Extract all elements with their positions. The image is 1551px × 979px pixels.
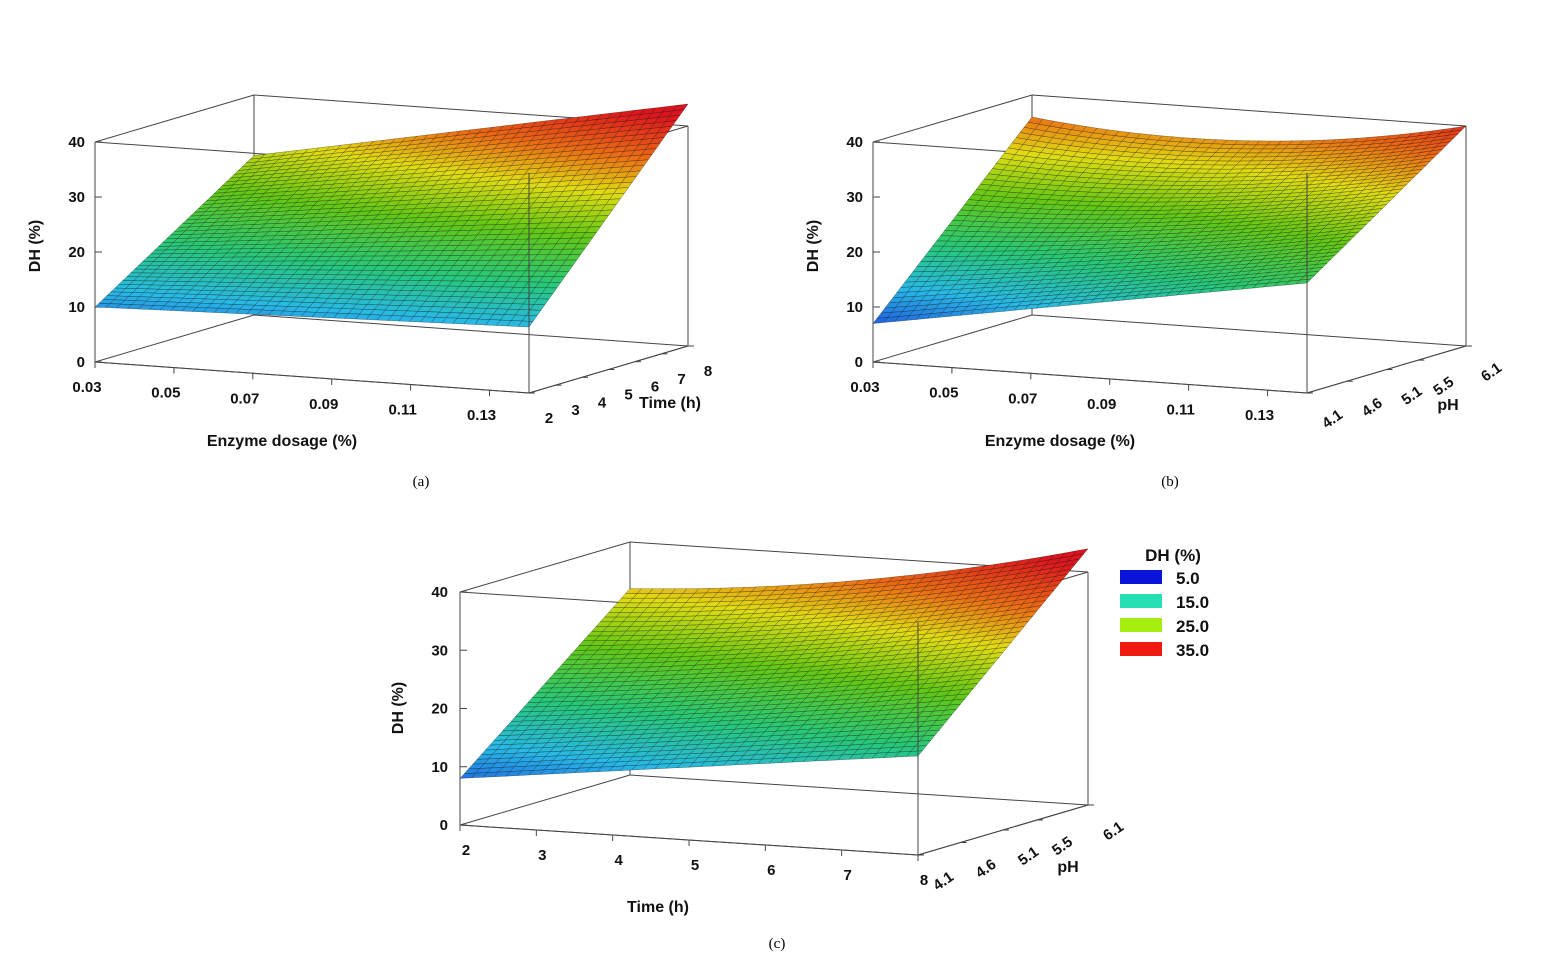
z-tick-label: 0 (855, 354, 863, 371)
y-axis-label: pH (1057, 859, 1078, 876)
axis-frame-edge (94, 94, 255, 143)
z-tick-label: 30 (68, 189, 85, 206)
z-tick-label: 20 (846, 244, 863, 261)
z-tick-label: 40 (846, 134, 863, 151)
y-tick-label: 6.1 (1100, 818, 1127, 844)
x-axis-label: Enzyme dosage (%) (207, 433, 357, 450)
z-tick-label: 40 (431, 584, 448, 601)
y-tick-label: 4.6 (973, 856, 1000, 882)
z-tick-label: 10 (431, 759, 448, 776)
y-tick-label: 5.1 (1015, 843, 1042, 869)
axis-frame-edge (459, 774, 631, 826)
x-tick-label: 0.09 (1087, 396, 1116, 413)
axis-frame-front-edge (459, 824, 919, 856)
z-axis-label: DH (%) (805, 220, 822, 272)
z-tick-label: 30 (846, 189, 863, 206)
axis-frame-edge (253, 314, 689, 347)
surface-chart-c: 0 10 20 30 40 DH (%) 2 3 4 5 6 7 8 Time (h) 4.1 4.6 5.1 5… (390, 541, 1127, 916)
x-tick-label: 0.05 (929, 385, 958, 402)
legend-label-5: 5.0 (1176, 569, 1200, 588)
x-tick-label: 5 (691, 857, 699, 874)
x-tick-label: 0.11 (1166, 402, 1194, 419)
color-legend: DH (%) 5.0 15.0 25.0 35.0 (1120, 546, 1209, 660)
axis-frame-edge (629, 774, 1089, 806)
response-surface (872, 116, 1467, 324)
y-axis-label: Time (h) (639, 395, 701, 412)
x-tick-label: 3 (538, 847, 546, 864)
x-axis-label: Enzyme dosage (%) (985, 433, 1135, 450)
axis-frame-front-edge (528, 345, 689, 394)
legend-label-25: 25.0 (1176, 617, 1209, 636)
surface-chart-b: 0 10 20 30 40 DH (%) 0.03 0.05 0.07 0.09 0.11 0.13 E… (805, 94, 1505, 450)
y-tick-label: 7 (677, 371, 685, 388)
axis-frame-front-edge (872, 361, 1308, 394)
y-tick-label: 8 (704, 363, 712, 380)
x-tick-label: 0.07 (230, 390, 259, 407)
caption-c: (c) (769, 936, 786, 952)
y-tick-label: 5.5 (1430, 373, 1457, 399)
x-axis-label: Time (h) (627, 899, 689, 916)
y-tick-label: 4 (598, 394, 607, 411)
legend-swatch-15 (1120, 594, 1162, 608)
y-tick-label: 5.1 (1399, 383, 1426, 409)
y-tick-label: 5.5 (1049, 833, 1076, 859)
x-tick-label: 7 (843, 867, 851, 884)
z-tick-label: 10 (846, 299, 863, 316)
legend-swatch-25 (1120, 618, 1162, 632)
legend-label-35: 35.0 (1176, 641, 1209, 660)
z-tick-label: 0 (77, 354, 85, 371)
z-axis-label: DH (%) (390, 682, 407, 734)
y-tick-label: 2 (545, 410, 553, 427)
y-tick-label: 4.1 (930, 868, 957, 894)
response-surface (459, 548, 1089, 779)
axis-frame-edge (459, 541, 631, 593)
response-surface (94, 103, 689, 328)
surface-chart-a: 0 10 20 30 40 DH (%) 0.03 0.05 0.07 0.09 0.11 0.13 E… (27, 94, 712, 450)
legend-swatch-35 (1120, 642, 1162, 656)
axis-frame-edge (94, 314, 255, 363)
y-tick-label: 3 (571, 402, 579, 419)
legend-swatch-5 (1120, 570, 1162, 584)
z-tick-label: 0 (440, 817, 448, 834)
axis-frame-front-edge (1306, 345, 1467, 394)
y-tick-label: 4.6 (1359, 395, 1386, 421)
x-tick-label: 0.13 (467, 407, 496, 424)
x-tick-label: 6 (767, 862, 775, 879)
z-tick-label: 10 (68, 299, 85, 316)
x-tick-label: 0.13 (1245, 407, 1274, 424)
y-tick-label: 4.1 (1319, 406, 1346, 432)
legend-title: DH (%) (1145, 546, 1201, 565)
axis-frame-edge (872, 314, 1033, 363)
y-tick-label: 5 (624, 387, 632, 404)
y-tick-label: 6.1 (1478, 359, 1505, 385)
x-tick-label: 0.09 (309, 396, 338, 413)
legend-label-15: 15.0 (1176, 593, 1209, 612)
y-axis-label: pH (1437, 397, 1458, 414)
x-tick-label: 0.03 (850, 379, 879, 396)
z-tick-label: 40 (68, 134, 85, 151)
z-tick-label: 20 (68, 244, 85, 261)
axis-frame-front-edge (94, 361, 530, 394)
x-tick-label: 0.05 (151, 385, 180, 402)
x-tick-label: 0.07 (1008, 390, 1037, 407)
axis-frame-edge (1031, 94, 1467, 127)
x-tick-label: 4 (614, 852, 623, 869)
x-tick-label: 2 (462, 842, 470, 859)
x-tick-label: 0.11 (388, 402, 416, 419)
axis-frame-edge (1031, 314, 1467, 347)
axis-frame-edge (872, 94, 1033, 143)
caption-b: (b) (1161, 474, 1179, 490)
caption-a: (a) (413, 474, 430, 490)
z-tick-label: 30 (431, 642, 448, 659)
z-axis-label: DH (%) (27, 220, 44, 272)
x-tick-label: 8 (920, 872, 928, 889)
y-tick-label: 6 (651, 379, 659, 396)
x-tick-label: 0.03 (72, 379, 101, 396)
z-tick-label: 20 (431, 701, 448, 718)
